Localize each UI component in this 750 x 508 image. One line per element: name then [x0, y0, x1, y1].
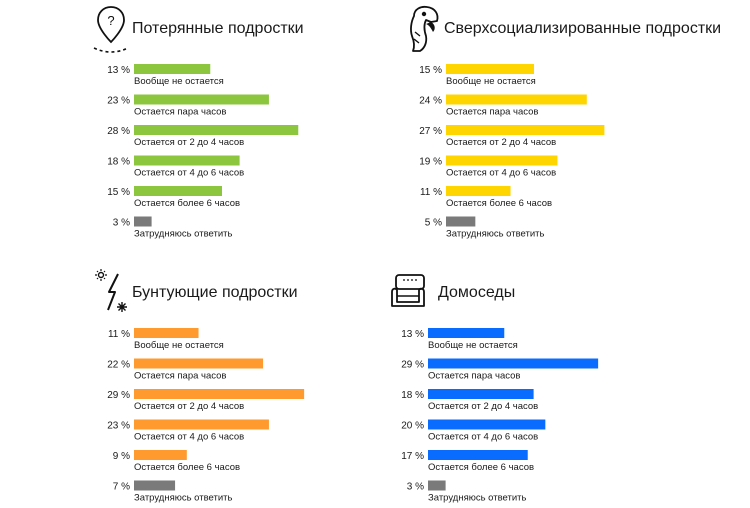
bar	[134, 358, 264, 369]
bar-category-label: Остается более 6 часов	[446, 198, 552, 209]
bar-category-label: Остается пара часов	[134, 107, 226, 118]
chart-panel-rebellious-teens: Бунтующие подростки 11 % Вообще не остает…	[92, 268, 422, 508]
chart-panel-homebodies: Домоседы 13 % Вообще не остается 29 % Остае…	[386, 268, 716, 508]
bar-category-label: Остается пара часов	[134, 371, 226, 382]
parrot-icon	[410, 5, 439, 52]
bar-value-label: 29 %	[401, 360, 424, 371]
bar	[134, 216, 152, 227]
bar-value-label: 9 %	[113, 451, 130, 462]
bar-category-label: Остается более 6 часов	[428, 462, 534, 473]
bar-category-label: Вообще не остается	[134, 340, 224, 351]
bar-value-label: 3 %	[113, 218, 130, 229]
bar-category-label: Затрудняюсь ответить	[446, 229, 545, 240]
lightning-sparks-icon	[95, 269, 127, 312]
bar-category-label: Затрудняюсь ответить	[134, 229, 233, 240]
bar-chart: 13 % Вообще не остается 29 % Остается пара …	[401, 328, 599, 504]
bar	[446, 216, 476, 227]
bar	[134, 186, 222, 196]
bar-value-label: 27 %	[419, 126, 442, 137]
bar	[446, 64, 534, 74]
bar-value-label: 13 %	[107, 65, 130, 76]
svg-text:?: ?	[107, 13, 114, 28]
bar	[134, 64, 211, 74]
bar-category-label: Затрудняюсь ответить	[134, 493, 233, 504]
bar-value-label: 22 %	[107, 360, 130, 371]
panel-title: Потерянные подростки	[132, 20, 304, 37]
panel-title: Сверхсоциализированные подростки	[444, 20, 722, 37]
bar-category-label: Остается от 2 до 4 часов	[428, 401, 538, 412]
chart-panel-lost-teens: ? Потерянные подростки 13 % Вообще не ост…	[92, 4, 422, 244]
bar-category-label: Остается от 2 до 4 часов	[134, 137, 244, 148]
bar-value-label: 13 %	[401, 329, 424, 340]
bar	[134, 94, 269, 105]
bar-value-label: 3 %	[407, 482, 424, 493]
bar-value-label: 17 %	[401, 451, 424, 462]
bar	[446, 155, 558, 166]
bar-value-label: 15 %	[107, 187, 130, 198]
bar	[446, 125, 605, 135]
bar	[134, 155, 240, 166]
bar-value-label: 18 %	[401, 390, 424, 401]
bar-category-label: Остается от 4 до 6 часов	[446, 168, 556, 179]
bar-value-label: 11 %	[420, 187, 442, 198]
bar	[134, 480, 176, 491]
bar-value-label: 29 %	[107, 390, 130, 401]
bar	[134, 328, 199, 338]
bar-category-label: Остается от 2 до 4 часов	[446, 137, 556, 148]
panel-title: Бунтующие подростки	[132, 284, 298, 301]
armchair-icon	[391, 274, 425, 307]
bar-value-label: 24 %	[419, 96, 442, 107]
bar-category-label: Остается более 6 часов	[134, 462, 240, 473]
bar	[134, 389, 305, 399]
bar-category-label: Остается от 4 до 6 часов	[134, 432, 244, 443]
bar	[134, 450, 187, 460]
bar-category-label: Остается от 4 до 6 часов	[134, 168, 244, 179]
bar-value-label: 5 %	[425, 218, 442, 229]
bar	[428, 480, 446, 491]
bar-value-label: 23 %	[107, 421, 130, 432]
bar-value-label: 28 %	[107, 126, 130, 137]
panel-title: Домоседы	[438, 284, 516, 301]
bar-category-label: Остается пара часов	[428, 371, 520, 382]
bar-category-label: Затрудняюсь ответить	[428, 493, 527, 504]
bar-category-label: Вообще не остается	[134, 76, 224, 87]
bar-category-label: Остается пара часов	[446, 107, 538, 118]
bar	[428, 389, 534, 399]
bar-value-label: 19 %	[419, 157, 442, 168]
chart-panel-oversocialized-teens: Сверхсоциализированные подростки 15 % Воо…	[404, 4, 734, 244]
bar-value-label: 20 %	[401, 421, 424, 432]
bar-chart: 13 % Вообще не остается 23 % Остается пара …	[107, 64, 299, 240]
bar	[428, 419, 546, 430]
bar-chart: 15 % Вообще не остается 24 % Остается пара …	[419, 64, 605, 240]
bar	[446, 94, 587, 105]
bar-category-label: Вообще не остается	[446, 76, 536, 87]
bar-category-label: Вообще не остается	[428, 340, 518, 351]
bar-value-label: 7 %	[113, 482, 130, 493]
bar	[446, 186, 511, 196]
bar-value-label: 23 %	[107, 96, 130, 107]
bar	[428, 358, 599, 369]
bar-value-label: 18 %	[107, 157, 130, 168]
bar	[428, 328, 505, 338]
bar	[134, 125, 299, 135]
bar-category-label: Остается от 2 до 4 часов	[134, 401, 244, 412]
bar-category-label: Остается от 4 до 6 часов	[428, 432, 538, 443]
map-pin-question-icon: ?	[93, 6, 129, 53]
bar-category-label: Остается более 6 часов	[134, 198, 240, 209]
bar-value-label: 11 %	[108, 329, 130, 340]
bar	[428, 450, 528, 460]
bar	[134, 419, 269, 430]
bar-chart: 11 % Вообще не остается 22 % Остается пара …	[107, 328, 305, 504]
bar-value-label: 15 %	[419, 65, 442, 76]
